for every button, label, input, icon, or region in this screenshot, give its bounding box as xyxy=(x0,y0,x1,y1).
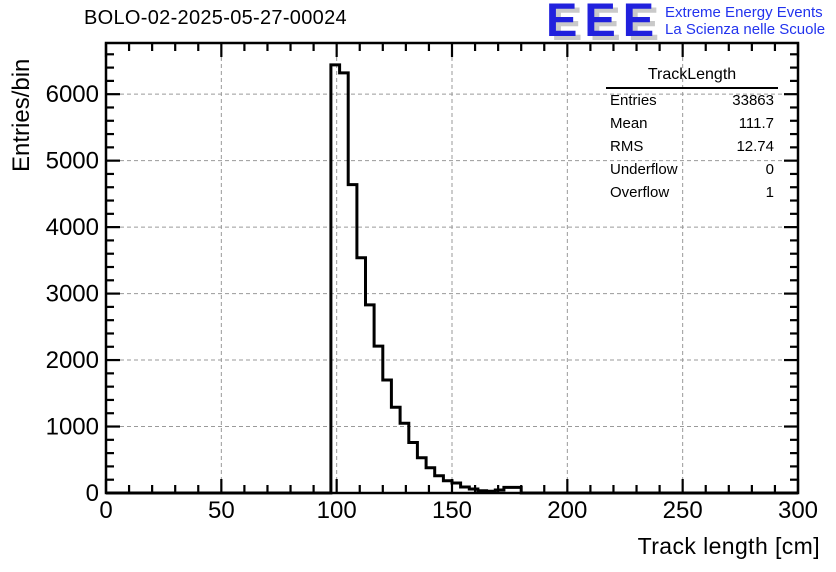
x-tick-label: 150 xyxy=(432,497,472,524)
y-axis-title: Entries/bin xyxy=(8,58,35,172)
y-tick-label: 5000 xyxy=(46,148,99,175)
y-tick-label: 2000 xyxy=(46,347,99,374)
x-axis-title: Track length [cm] xyxy=(637,533,820,559)
stats-value: 111.7 xyxy=(738,115,774,132)
histogram-step-line xyxy=(106,63,798,495)
stats-value: 33863 xyxy=(732,92,774,109)
stats-row-rms: RMS 12.74 xyxy=(606,135,778,158)
stats-label: Underflow xyxy=(610,161,678,178)
stats-label: RMS xyxy=(610,138,644,155)
x-tick-label: 100 xyxy=(317,497,357,524)
y-tick-label: 0 xyxy=(86,480,99,507)
y-tick-label: 6000 xyxy=(46,81,99,108)
stats-value: 1 xyxy=(765,184,774,201)
y-tick-labels: 0 1000 2000 3000 4000 5000 6000 xyxy=(46,81,99,507)
x-tick-label: 200 xyxy=(547,497,587,524)
x-tick-label: 250 xyxy=(663,497,703,524)
stats-label: Overflow xyxy=(610,184,670,201)
stats-value: 0 xyxy=(765,161,774,178)
x-tick-label: 300 xyxy=(778,497,818,524)
y-tick-label: 1000 xyxy=(46,414,99,441)
chart-title: BOLO-02-2025-05-27-00024 xyxy=(84,7,347,29)
stats-row-mean: Mean 111.7 xyxy=(606,112,778,135)
stats-row-entries: Entries 33863 xyxy=(606,89,778,112)
x-tick-label: 50 xyxy=(208,497,235,524)
eee-logo-tagline-line2: La Scienza nelle Scuole xyxy=(665,21,826,38)
stats-row-underflow: Underflow 0 xyxy=(606,158,778,181)
histogram-series xyxy=(106,63,798,495)
axis-ticks xyxy=(104,43,800,495)
stats-label: Mean xyxy=(610,115,648,132)
stats-row-overflow: Overflow 1 xyxy=(606,181,778,204)
gridlines xyxy=(106,43,798,493)
stats-box: TrackLength Entries 33863 Mean 111.7 RMS… xyxy=(606,66,778,204)
y-tick-label: 4000 xyxy=(46,214,99,241)
stats-box-title: TrackLength xyxy=(606,66,778,89)
eee-logo-tagline: Extreme Energy Events La Scienza nelle S… xyxy=(665,0,825,38)
eee-logo-tagline-line1: Extreme Energy Events xyxy=(665,4,823,21)
eee-logo-acronym: EEE xyxy=(546,0,662,46)
x-tick-label: 0 xyxy=(99,497,112,524)
x-tick-labels: 0 50 100 150 200 250 300 xyxy=(99,497,818,524)
stats-label: Entries xyxy=(610,92,657,109)
eee-logo: EEE Extreme Energy Events La Scienza nel… xyxy=(546,0,825,46)
y-tick-label: 3000 xyxy=(46,281,99,308)
stats-value: 12.74 xyxy=(736,138,774,155)
